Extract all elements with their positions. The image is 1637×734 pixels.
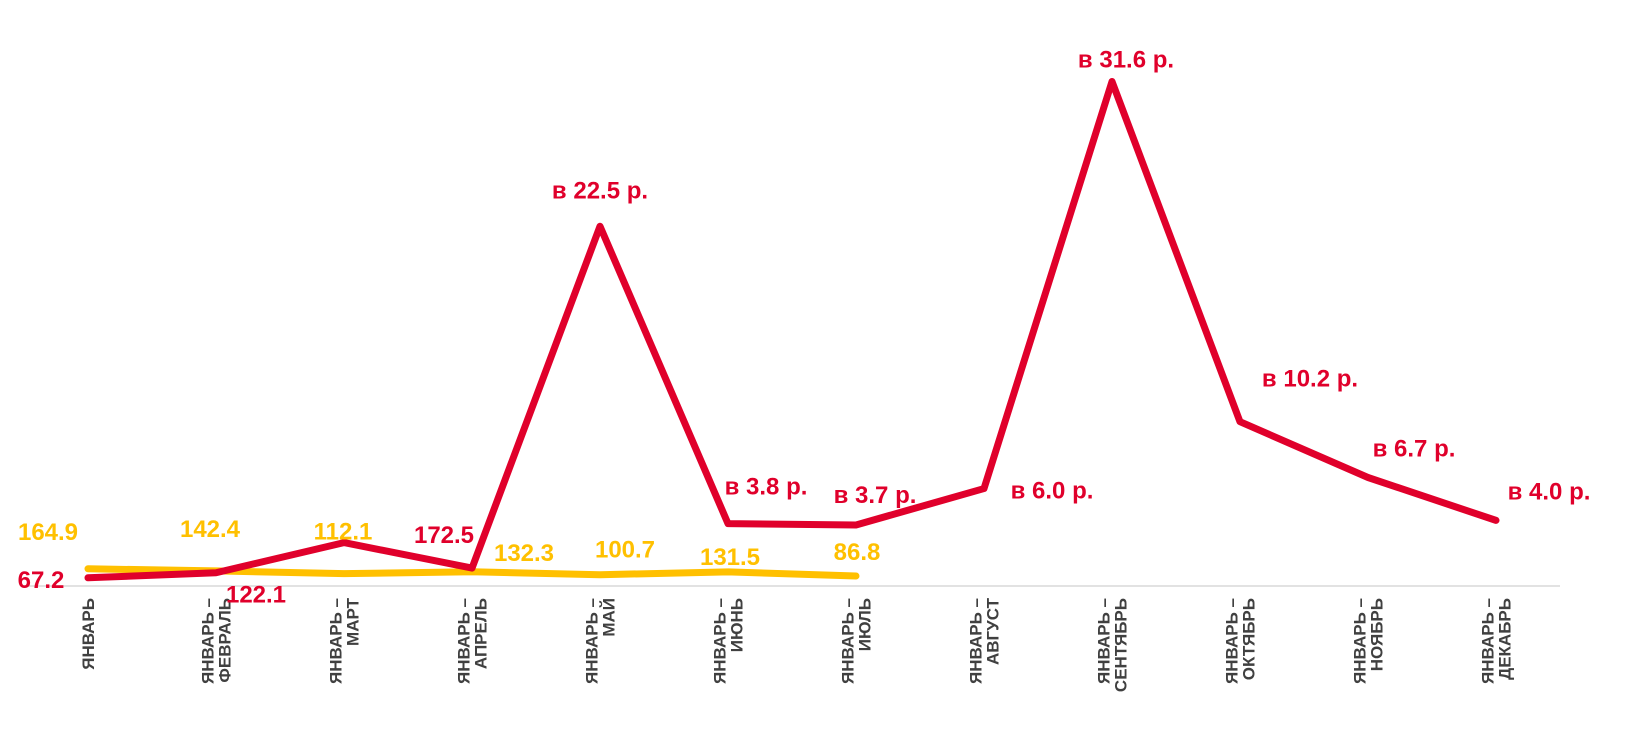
- data-label-yellow: 131.5: [700, 544, 760, 571]
- x-tick-label: ЯНВАРЬ –АВГУСТ: [967, 597, 1003, 684]
- data-label-yellow: 86.8: [834, 539, 881, 566]
- data-labels: 67.2 122.1 172.5 в 22.5 р. в 3.8 р. в 3.7 р. в…: [18, 46, 1591, 608]
- data-label-red: в 3.7 р.: [834, 482, 917, 509]
- data-label-yellow: 142.4: [180, 516, 241, 543]
- data-label-red: 122.1: [226, 582, 286, 609]
- series-line-red: [84, 77, 1500, 582]
- x-tick-label: ЯНВАРЬ –ОКТЯБРЬ: [1223, 598, 1259, 684]
- data-label-red: в 4.0 р.: [1508, 478, 1591, 505]
- data-label-red: в 10.2 р.: [1262, 366, 1358, 393]
- x-tick-label: ЯНВАРЬ –ИЮЛЬ: [839, 598, 875, 684]
- data-label-red: в 22.5 р.: [552, 177, 648, 204]
- x-tick-label: ЯНВАРЬ –ИЮНЬ: [711, 598, 747, 684]
- data-label-red: в 31.6 р.: [1078, 46, 1174, 73]
- x-tick-label: ЯНВАРЬ –ФЕВРАЛЬ: [199, 598, 235, 684]
- data-label-yellow: 112.1: [314, 519, 373, 546]
- x-tick-label: ЯНВАРЬ –МАРТ: [327, 597, 363, 684]
- x-tick-label: ЯНВАРЬ –ДЕКАБРЬ: [1479, 598, 1515, 684]
- data-label-yellow: 164.9: [18, 519, 78, 546]
- x-tick-label: ЯНВАРЬ –МАЙ: [583, 598, 619, 684]
- data-label-yellow: 132.3: [494, 540, 554, 567]
- category-labels: ЯНВАРЬ ЯНВАРЬ –ФЕВРАЛЬ ЯНВАРЬ –МАРТ ЯНВАРЬ …: [79, 597, 1515, 692]
- x-tick-label: ЯНВАРЬ –НОЯБРЬ: [1351, 598, 1387, 684]
- series-lines: [84, 77, 1500, 582]
- data-label-yellow: 100.7: [595, 537, 655, 564]
- x-tick-label: ЯНВАРЬ –АПРЕЛЬ: [455, 598, 491, 684]
- data-label-red: 172.5: [414, 522, 474, 549]
- x-tick-label: ЯНВАРЬ: [79, 598, 98, 670]
- data-label-red: 67.2: [18, 567, 65, 594]
- data-label-red: в 6.7 р.: [1373, 436, 1456, 463]
- data-label-red: в 6.0 р.: [1011, 478, 1094, 505]
- data-label-red: в 3.8 р.: [725, 474, 808, 501]
- x-tick-label: ЯНВАРЬ –СЕНТЯБРЬ: [1095, 598, 1131, 692]
